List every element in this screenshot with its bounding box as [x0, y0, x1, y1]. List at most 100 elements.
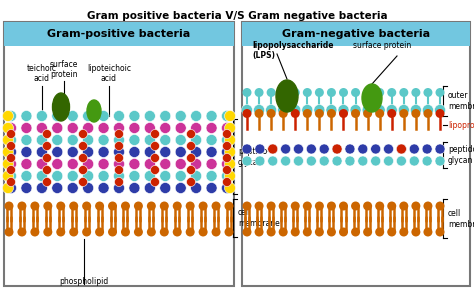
Circle shape [303, 228, 312, 236]
Circle shape [211, 228, 220, 236]
Circle shape [98, 146, 109, 158]
Circle shape [279, 201, 288, 211]
Circle shape [303, 109, 312, 118]
Circle shape [115, 178, 124, 186]
Circle shape [327, 88, 336, 97]
Circle shape [2, 111, 13, 121]
Circle shape [435, 156, 445, 166]
Circle shape [145, 171, 155, 181]
Circle shape [129, 171, 140, 181]
Circle shape [206, 183, 217, 193]
Circle shape [175, 146, 186, 158]
Circle shape [291, 201, 300, 211]
Circle shape [423, 88, 432, 97]
Circle shape [82, 123, 94, 133]
Circle shape [67, 183, 78, 193]
Circle shape [160, 228, 169, 236]
Text: cell
membrane: cell membrane [238, 208, 280, 228]
Circle shape [339, 201, 348, 211]
Circle shape [113, 123, 125, 133]
Circle shape [186, 166, 195, 175]
Circle shape [279, 228, 288, 236]
Circle shape [2, 158, 13, 170]
Text: peptido-
glycan: peptido- glycan [238, 147, 270, 167]
Circle shape [206, 171, 217, 181]
Circle shape [399, 88, 408, 97]
Circle shape [151, 166, 159, 175]
Circle shape [314, 104, 325, 116]
Circle shape [67, 111, 78, 121]
Circle shape [386, 104, 397, 116]
Circle shape [43, 201, 52, 211]
Circle shape [52, 134, 63, 146]
Ellipse shape [276, 80, 298, 112]
Circle shape [6, 158, 17, 170]
Circle shape [147, 228, 156, 236]
Circle shape [375, 109, 384, 118]
Circle shape [115, 129, 124, 138]
Text: outer
membrane: outer membrane [448, 91, 474, 111]
Circle shape [396, 144, 406, 154]
Circle shape [43, 141, 52, 151]
Ellipse shape [362, 84, 382, 112]
Circle shape [293, 156, 303, 166]
Circle shape [199, 228, 208, 236]
Circle shape [371, 156, 381, 166]
Circle shape [173, 201, 182, 211]
Circle shape [21, 111, 32, 121]
Circle shape [319, 144, 329, 154]
Circle shape [339, 228, 348, 236]
Text: lipoprotein: lipoprotein [448, 121, 474, 129]
Circle shape [291, 109, 300, 118]
Circle shape [221, 111, 233, 121]
Circle shape [410, 104, 421, 116]
Circle shape [242, 156, 252, 166]
Circle shape [242, 144, 252, 154]
Circle shape [69, 201, 78, 211]
Circle shape [225, 134, 236, 146]
Text: surface protein: surface protein [353, 41, 411, 50]
Circle shape [2, 134, 13, 146]
Circle shape [145, 123, 155, 133]
Circle shape [243, 228, 252, 236]
Circle shape [160, 158, 171, 170]
Circle shape [191, 111, 201, 121]
Circle shape [243, 88, 252, 97]
Circle shape [291, 228, 300, 236]
Circle shape [82, 111, 94, 121]
Circle shape [175, 171, 186, 181]
Circle shape [145, 158, 155, 170]
Circle shape [36, 183, 47, 193]
Circle shape [255, 144, 265, 154]
Circle shape [121, 228, 130, 236]
Circle shape [279, 88, 288, 97]
Circle shape [129, 123, 140, 133]
Ellipse shape [53, 93, 70, 121]
Circle shape [435, 144, 445, 154]
Circle shape [387, 228, 396, 236]
Circle shape [186, 178, 195, 186]
Circle shape [225, 111, 236, 121]
Bar [242, 22, 470, 46]
Circle shape [7, 141, 16, 151]
Circle shape [95, 228, 104, 236]
Circle shape [387, 201, 396, 211]
Circle shape [7, 153, 16, 163]
Circle shape [225, 158, 236, 170]
Circle shape [279, 109, 288, 118]
Circle shape [191, 146, 201, 158]
Circle shape [121, 201, 130, 211]
Circle shape [160, 111, 171, 121]
Circle shape [221, 158, 233, 170]
Circle shape [52, 146, 63, 158]
Circle shape [315, 88, 324, 97]
Circle shape [52, 171, 63, 181]
Circle shape [186, 201, 195, 211]
Circle shape [160, 171, 171, 181]
Circle shape [67, 134, 78, 146]
Circle shape [6, 183, 17, 193]
Circle shape [160, 201, 169, 211]
Circle shape [266, 109, 275, 118]
Circle shape [268, 156, 278, 166]
Circle shape [79, 166, 88, 175]
